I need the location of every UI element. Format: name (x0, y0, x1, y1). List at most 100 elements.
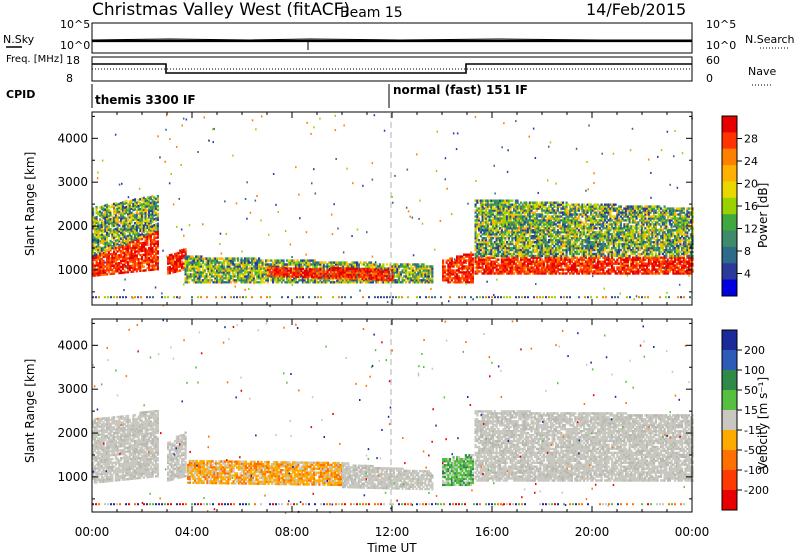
data-cell (330, 268, 333, 272)
data-cell (382, 276, 385, 279)
data-cell (114, 227, 117, 231)
data-cell (426, 275, 429, 278)
data-cell (417, 279, 420, 282)
data-cell (191, 263, 194, 266)
data-cell (210, 273, 213, 276)
data-cell (151, 260, 154, 263)
data-cell (403, 269, 406, 272)
data-cell (188, 259, 191, 262)
data-cell (135, 238, 138, 241)
data-cell (146, 221, 149, 224)
data-cell (116, 242, 119, 246)
data-cell (118, 210, 121, 213)
data-cell (270, 277, 273, 280)
data-cell (319, 281, 322, 284)
data-cell (107, 234, 110, 237)
data-cell (365, 268, 368, 271)
data-cell (396, 273, 399, 276)
data-cell (272, 261, 275, 264)
data-cell (319, 270, 322, 273)
data-cell (170, 261, 173, 264)
data-cell (102, 267, 105, 270)
data-cell (375, 272, 378, 275)
data-cell (499, 270, 502, 273)
data-cell (228, 273, 231, 276)
data-cell (123, 216, 126, 219)
data-cell (352, 277, 355, 280)
data-cell (456, 269, 459, 272)
data-cell (99, 242, 102, 245)
data-cell (134, 204, 137, 207)
data-cell (114, 254, 117, 257)
data-cell (111, 268, 114, 271)
data-cell (118, 246, 121, 249)
data-cell (485, 260, 488, 263)
data-cell (209, 273, 212, 276)
data-cell (303, 279, 306, 282)
data-cell (107, 222, 110, 226)
data-cell (237, 269, 240, 272)
data-cell (121, 223, 124, 226)
data-cell (509, 270, 512, 273)
data-cell (142, 216, 145, 219)
data-cell (461, 275, 464, 278)
data-cell (120, 211, 123, 215)
data-cell (102, 269, 105, 272)
data-cell (106, 203, 109, 207)
data-cell (134, 208, 137, 211)
data-cell (493, 266, 496, 269)
data-cell (363, 279, 366, 282)
data-cell (130, 211, 133, 214)
data-cell (235, 265, 238, 268)
data-cell (111, 233, 114, 236)
data-cell (113, 272, 116, 275)
data-cell (483, 272, 486, 275)
data-cell (521, 268, 524, 271)
data-cell (429, 281, 432, 284)
data-cell (134, 235, 137, 239)
data-cell (168, 258, 171, 261)
data-cell (172, 267, 175, 270)
data-cell (291, 275, 294, 278)
data-cell (130, 215, 133, 218)
data-cell (459, 267, 462, 270)
data-cell (279, 259, 282, 262)
data-cell (149, 248, 152, 252)
data-cell (468, 257, 471, 260)
data-cell (123, 245, 126, 249)
data-cell (342, 279, 345, 282)
data-cell (141, 199, 144, 202)
data-cell (214, 273, 217, 276)
data-cell (155, 197, 158, 201)
data-cell (256, 281, 259, 284)
data-cell (121, 225, 124, 228)
data-cell (340, 261, 343, 264)
data-cell (128, 222, 131, 225)
data-cell (259, 273, 262, 276)
data-cell (330, 266, 333, 270)
data-cell (149, 203, 152, 207)
data-cell (468, 261, 471, 264)
data-cell (375, 274, 378, 277)
data-cell (394, 279, 397, 282)
data-cell (191, 261, 194, 264)
data-cell (305, 271, 308, 275)
data-cell (518, 262, 521, 265)
data-cell (132, 244, 135, 248)
data-cell (344, 269, 347, 272)
data-cell (319, 276, 322, 279)
data-cell (97, 230, 100, 234)
data-cell (242, 265, 245, 268)
data-cell (385, 263, 388, 266)
data-cell (121, 201, 124, 204)
data-cell (307, 269, 310, 272)
data-cell (242, 279, 245, 282)
data-cell (483, 268, 486, 271)
data-cell (307, 265, 310, 268)
data-cell (431, 265, 434, 268)
data-cell (471, 275, 474, 278)
data-cell (258, 265, 261, 268)
data-cell (95, 260, 98, 263)
data-cell (324, 272, 327, 275)
data-cell (380, 272, 383, 275)
